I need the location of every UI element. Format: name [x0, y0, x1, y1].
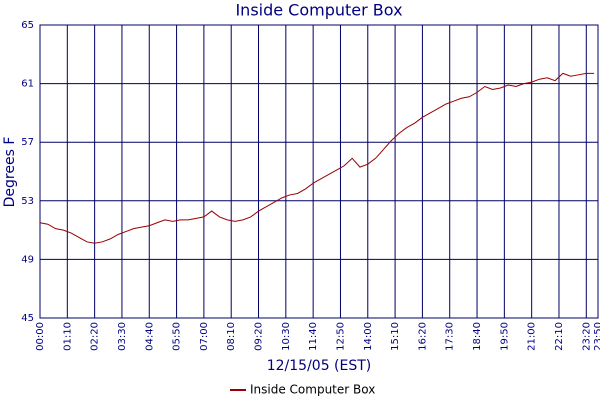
x-tick-label: 21:00 [527, 322, 538, 351]
x-axis-label: 12/15/05 (EST) [267, 358, 372, 374]
y-tick-label: 49 [21, 254, 34, 265]
x-tick-label: 02:20 [90, 322, 101, 351]
x-tick-label: 22:10 [554, 322, 565, 351]
x-tick-label: 03:30 [117, 322, 128, 351]
x-tick-label: 15:10 [390, 322, 401, 351]
chart-title: Inside Computer Box [235, 1, 402, 20]
y-tick-label: 61 [21, 79, 34, 90]
x-tick-label: 00:00 [35, 322, 46, 351]
x-tick-label: 09:20 [254, 322, 265, 351]
x-tick-label: 23:20 [581, 322, 592, 351]
x-tick-label: 12:50 [335, 322, 346, 351]
y-tick-label: 57 [21, 137, 34, 148]
x-tick-label: 08:10 [226, 322, 237, 351]
series-line [39, 72, 595, 244]
x-tick-label: 11:40 [308, 322, 319, 351]
x-tick-label: 17:30 [445, 322, 456, 351]
x-tick-label: 01:10 [62, 322, 73, 351]
x-tick-label: 07:00 [199, 322, 210, 351]
x-tick-label: 18:40 [472, 322, 483, 351]
x-tick-label: 10:30 [281, 322, 292, 351]
legend-label: Inside Computer Box [250, 383, 375, 397]
y-tick-label: 53 [21, 196, 34, 207]
x-tick-label: 19:50 [499, 322, 510, 351]
plot-border [39, 24, 599, 319]
y-tick-label: 45 [21, 313, 34, 324]
x-tick-label: 05:50 [172, 322, 183, 351]
y-axis-label: Degrees F [2, 137, 18, 208]
y-tick-label: 65 [21, 20, 34, 31]
x-tick-label: 14:00 [363, 322, 374, 351]
x-tick-label: 04:40 [144, 322, 155, 351]
x-tick-label: 23:50 [593, 322, 600, 351]
x-tick-label: 16:20 [417, 322, 428, 351]
